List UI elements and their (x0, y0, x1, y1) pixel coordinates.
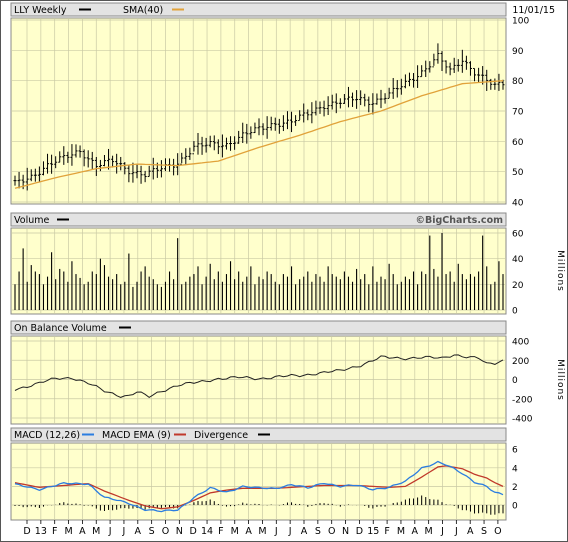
price-y-ticks: 100 90 80 70 60 50 40 (512, 17, 529, 209)
x-tick-label: N (176, 526, 183, 537)
x-tick-label: J (122, 526, 126, 537)
x-tick-label: A (301, 526, 308, 537)
x-tick-label: J (440, 526, 444, 537)
y-tick-label: 90 (512, 47, 524, 57)
x-tick-label: O (328, 526, 335, 537)
y-tick-label: 50 (512, 168, 524, 178)
x-tick-label: F (218, 526, 223, 537)
macd-label: MACD (12,26) (14, 430, 80, 441)
y-tick-label: 60 (512, 230, 524, 240)
x-tick-label: 14 (201, 526, 213, 537)
macd-ema-line (14, 465, 504, 510)
y-tick-label: 6 (512, 446, 518, 456)
x-tick-label: N (342, 526, 349, 537)
x-tick-label: J (288, 526, 292, 537)
obv-unit: Millions (555, 359, 565, 401)
obv-panel (10, 335, 507, 425)
watermark: ©BigCharts.com (416, 215, 504, 226)
y-tick-label: 0 (512, 307, 518, 317)
x-tick-label: M (231, 526, 239, 537)
x-tick-label: M (258, 526, 266, 537)
volume-unit: Millions (555, 250, 565, 292)
x-tick-label: A (245, 526, 252, 537)
x-tick-label: O (162, 526, 169, 537)
y-tick-label: 40 (512, 199, 524, 209)
x-tick-label: M (64, 526, 72, 537)
sma-label: SMA(40) (123, 5, 163, 16)
divergence-label: Divergence (194, 430, 248, 441)
ticker-label: LLY Weekly (14, 5, 67, 16)
x-tick-label: F (384, 526, 389, 537)
y-tick-label: 80 (512, 77, 524, 87)
price-bars (13, 43, 505, 191)
x-tick-label: M (425, 526, 433, 537)
macd-line (14, 460, 504, 513)
x-tick-label: F (52, 526, 57, 537)
y-tick-label: 20 (512, 281, 524, 291)
obv-y-ticks: 400 200 0 -200 -400 (512, 338, 533, 425)
x-tick-label: S (481, 526, 487, 537)
x-tick-label: D (190, 526, 197, 537)
x-tick-label: M (92, 526, 100, 537)
y-tick-label: -200 (512, 395, 533, 405)
x-tick-label: J (274, 526, 278, 537)
x-tick-label: 15 (367, 526, 379, 537)
x-tick-label: A (79, 526, 86, 537)
price-header (10, 2, 507, 17)
volume-bars (14, 233, 504, 310)
x-tick-label: J (108, 526, 112, 537)
macd-panel (10, 442, 507, 521)
volume-y-ticks: 60 40 20 0 (512, 230, 524, 317)
y-tick-label: 70 (512, 108, 524, 118)
x-tick-label: O (494, 526, 501, 537)
y-tick-label: 2 (512, 483, 518, 493)
y-tick-label: 400 (512, 338, 529, 348)
obv-label: On Balance Volume (14, 323, 107, 334)
sma-line (14, 80, 504, 189)
obv-line (14, 354, 504, 399)
volume-header (10, 212, 507, 227)
macd-y-ticks: 6 4 2 0 (512, 446, 518, 512)
x-axis-ticks: D 13 F M A M J J A S O N D 14 F M A M J J A S O N D 15 F M A M J J A S O (23, 520, 502, 537)
x-tick-label: A (412, 526, 419, 537)
x-tick-label: 13 (35, 526, 47, 537)
y-tick-label: 60 (512, 138, 524, 148)
price-grid (11, 18, 506, 204)
y-tick-label: 4 (512, 464, 518, 474)
y-tick-label: 0 (512, 376, 518, 386)
x-tick-label: D (23, 526, 30, 537)
x-tick-label: S (149, 526, 155, 537)
macd-ema-label: MACD EMA (9) (102, 430, 171, 441)
y-tick-label: 40 (512, 255, 524, 265)
x-tick-label: S (315, 526, 321, 537)
y-tick-label: 200 (512, 357, 529, 367)
y-tick-label: -400 (512, 415, 533, 425)
y-tick-label: 100 (512, 17, 529, 27)
y-tick-label: 0 (512, 502, 518, 512)
volume-label: Volume (14, 215, 49, 226)
x-tick-label: M (397, 526, 405, 537)
x-tick-label: A (467, 526, 474, 537)
x-tick-label: D (356, 526, 363, 537)
chart-date: 11/01/15 (512, 5, 555, 16)
x-tick-label: J (454, 526, 458, 537)
obv-header (10, 320, 507, 335)
x-tick-label: A (135, 526, 142, 537)
